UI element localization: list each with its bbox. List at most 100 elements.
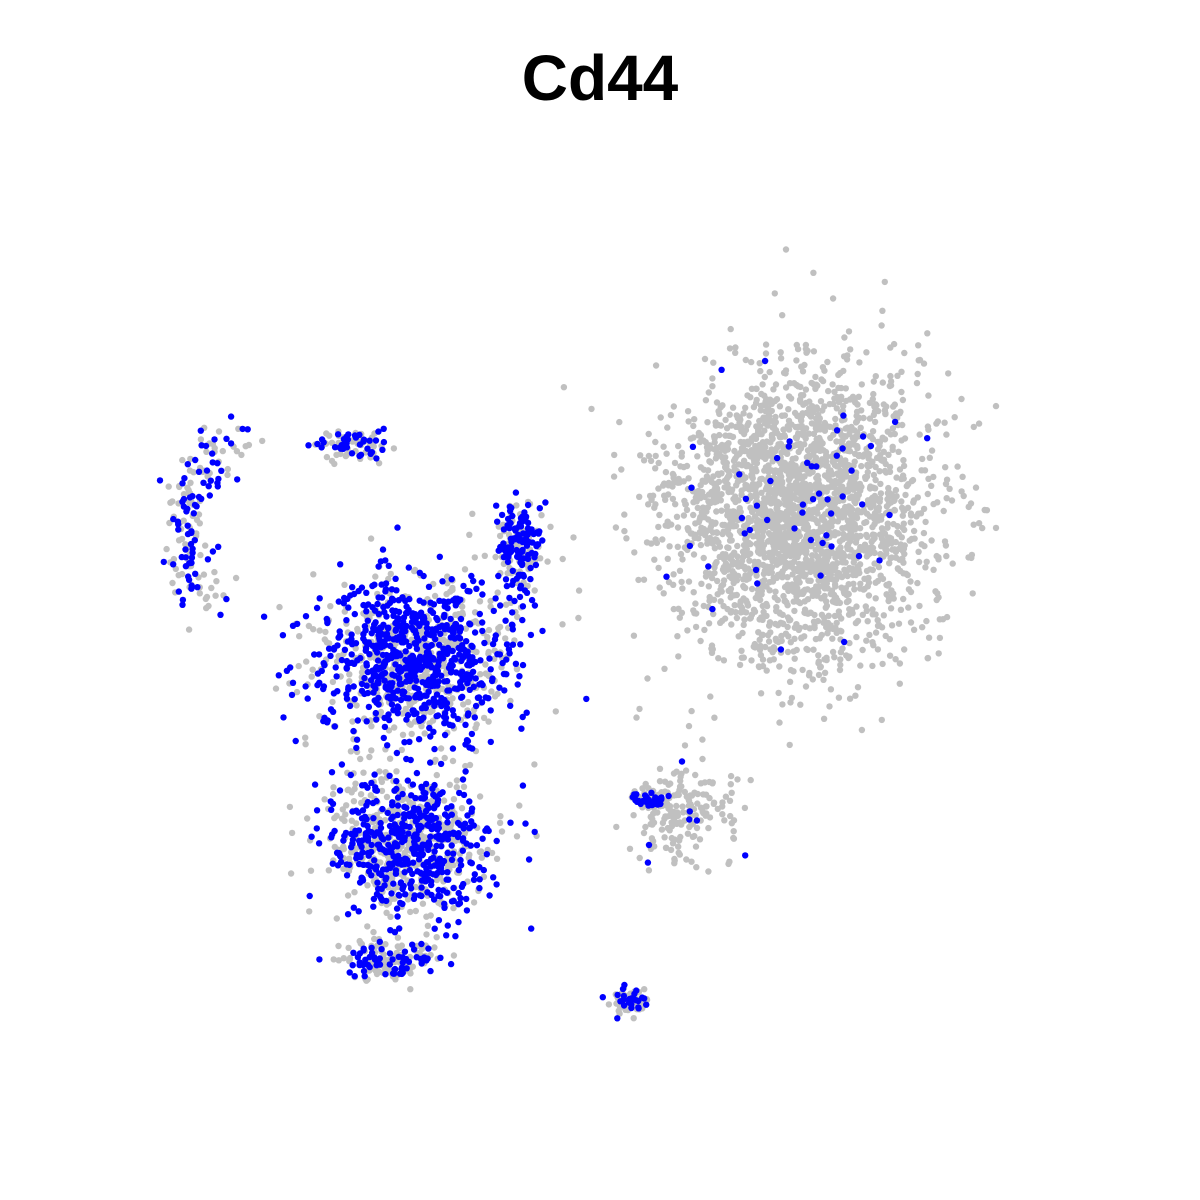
non-expressing-cell-point [762,643,769,651]
expressing-cell-point [393,634,400,641]
non-expressing-cell-point [890,590,897,597]
non-expressing-cell-point [702,397,710,404]
expressing-cell-point [449,597,457,604]
non-expressing-cell-point [715,655,722,662]
expressing-cell-point [416,658,423,665]
non-expressing-cell-point [791,635,798,642]
non-expressing-cell-point [756,417,763,425]
non-expressing-cell-point [304,815,311,822]
non-expressing-cell-point [842,524,849,531]
expressing-cell-point [509,567,516,574]
non-expressing-cell-point [855,433,862,440]
non-expressing-cell-point [801,573,808,580]
expressing-cell-point [502,617,509,624]
non-expressing-cell-point [863,607,870,614]
expressing-cell-point [192,570,199,577]
non-expressing-cell-point [699,504,707,511]
non-expressing-cell-point [765,638,773,645]
expressing-cell-point [438,672,445,679]
expressing-cell-point [205,483,212,490]
non-expressing-cell-point [945,370,952,377]
expressing-cell-point [419,615,426,622]
expressing-cell-point [315,651,323,658]
non-expressing-cell-point [831,595,838,602]
non-expressing-cell-point [795,448,802,456]
expressing-cell-point [330,690,338,697]
expressing-cell-point [380,603,387,611]
non-expressing-cell-point [845,597,852,605]
non-expressing-cell-point [811,421,819,428]
expressing-cell-point [200,479,207,486]
non-expressing-cell-point [857,424,864,431]
non-expressing-cell-point [730,457,738,465]
expressing-cell-point [430,656,437,663]
non-expressing-cell-point [296,633,303,640]
non-expressing-cell-point [760,608,767,616]
non-expressing-cell-point [346,954,354,962]
non-expressing-cell-point [860,507,868,514]
non-expressing-cell-point [728,820,735,827]
non-expressing-cell-point [858,726,866,734]
non-expressing-cell-point [213,578,220,585]
expressing-cell-point [516,537,523,544]
expressing-cell-point [380,621,387,628]
non-expressing-cell-point [886,652,894,659]
non-expressing-cell-point [868,544,875,551]
expressing-cell-point [444,605,451,612]
expressing-cell-point [361,638,369,645]
expressing-cell-point [463,638,470,645]
non-expressing-cell-point [802,466,809,473]
non-expressing-cell-point [433,934,440,941]
non-expressing-cell-point [839,476,846,483]
non-expressing-cell-point [685,418,692,425]
non-expressing-cell-point [711,564,718,571]
expressing-cell-point [531,602,539,609]
non-expressing-cell-point [184,484,191,491]
non-expressing-cell-point [810,430,818,437]
non-expressing-cell-point [669,495,677,503]
expressing-cell-point [392,607,399,615]
non-expressing-cell-point [898,498,905,505]
non-expressing-cell-point [741,804,749,812]
non-expressing-cell-point [197,436,205,443]
non-expressing-cell-point [701,493,708,501]
non-expressing-cell-point [695,518,703,526]
expressing-cell-point [485,695,492,702]
non-expressing-cell-point [676,851,683,858]
non-expressing-cell-point [924,490,931,498]
non-expressing-cell-point [763,566,771,573]
expressing-cell-point [511,597,518,605]
expressing-cell-point [524,519,532,527]
expressing-cell-point [405,606,412,613]
non-expressing-cell-point [843,356,851,363]
non-expressing-cell-point [649,838,657,845]
non-expressing-cell-point [399,731,407,738]
expressing-cell-point [327,652,334,660]
non-expressing-cell-point [814,562,821,569]
non-expressing-cell-point [730,835,738,842]
non-expressing-cell-point [711,486,718,493]
non-expressing-cell-point [717,619,724,626]
expressing-cell-point [396,668,403,676]
non-expressing-cell-point [810,618,818,625]
non-expressing-cell-point [983,507,991,514]
non-expressing-cell-point [820,715,828,722]
expressing-cell-point [503,641,511,648]
non-expressing-cell-point [412,907,419,915]
expressing-cell-point [411,640,418,647]
non-expressing-cell-point [655,564,662,572]
non-expressing-cell-point [718,470,725,477]
non-expressing-cell-point [491,655,498,663]
expressing-cell-point [519,616,526,624]
non-expressing-cell-point [825,387,832,395]
non-expressing-cell-point [398,746,405,754]
expressing-cell-point [402,628,409,635]
non-expressing-cell-point [705,389,712,396]
non-expressing-cell-point [745,419,752,427]
non-expressing-cell-point [450,642,457,649]
expressing-cell-point [287,664,294,671]
non-expressing-cell-point [732,609,739,616]
non-expressing-cell-point [885,451,892,458]
non-expressing-cell-point [857,487,864,494]
expressing-cell-point [431,682,438,689]
